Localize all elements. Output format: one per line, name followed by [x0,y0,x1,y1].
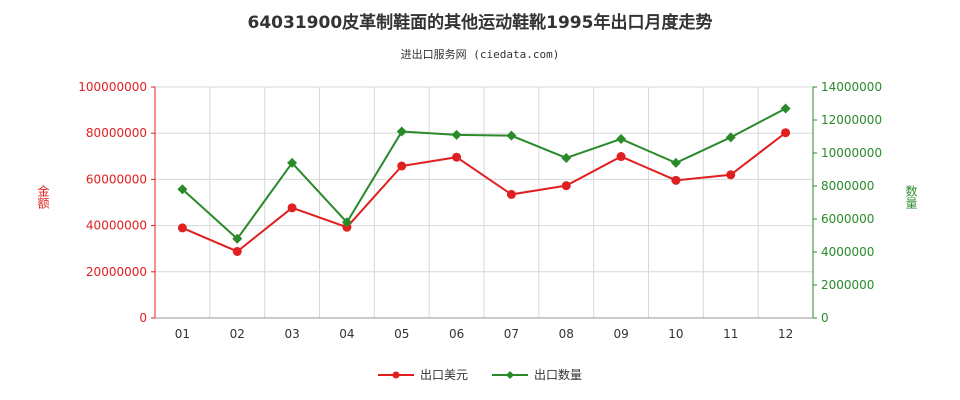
x-tick-label: 01 [175,327,190,341]
series-point-usd [726,170,736,180]
x-tick-label: 06 [449,327,464,341]
right-axis-label: 数量 [904,185,918,209]
series-point-qty [725,132,736,143]
legend-swatch-usd [377,371,414,378]
series-point-qty [287,157,298,168]
series-point-qty [451,129,462,140]
right-tick-label: 8000000 [821,179,874,193]
left-tick-label: 40000000 [86,219,147,233]
right-tick-label: 2000000 [821,278,874,292]
right-tick-label: 12000000 [821,113,882,127]
series-point-qty [506,130,517,141]
right-tick-label: 14000000 [821,80,882,94]
x-tick-label: 08 [559,327,574,341]
series-point-qty [561,152,572,163]
left-axis-label: 金额 [36,185,50,209]
left-tick-label: 80000000 [86,126,147,140]
x-tick-label: 02 [230,327,245,341]
left-tick-label: 0 [139,311,147,325]
series-point-qty [232,233,243,244]
legend-item-usd: 出口美元 [377,366,468,383]
legend-swatch-qty [492,370,528,379]
series-point-usd [232,246,242,256]
left-tick-label: 60000000 [86,172,147,186]
right-tick-label: 6000000 [821,212,874,226]
chart-subtitle: 进出口服务网 (ciedata.com) [400,48,560,61]
series-point-qty [396,126,407,137]
series-point-usd [671,175,681,185]
series-point-qty [616,133,627,144]
x-tick-label: 12 [778,327,793,341]
series-point-usd [616,152,626,162]
series-point-qty [341,217,352,228]
right-tick-label: 4000000 [821,245,874,259]
right-tick-label: 10000000 [821,146,882,160]
chart-title: 64031900皮革制鞋面的其他运动鞋靴1995年出口月度走势 [247,13,713,33]
x-tick-label: 03 [284,327,299,341]
x-tick-label: 04 [339,327,354,341]
series-point-usd [452,152,462,162]
series-point-qty [780,103,791,114]
series-line-1 [181,107,787,241]
series-point-qty [177,184,188,195]
x-tick-label: 11 [723,327,738,341]
legend: 出口美元 出口数量 [0,366,960,383]
x-tick-label: 09 [613,327,628,341]
series-point-qty [670,157,681,168]
series-point-usd [781,128,791,138]
x-tick-label: 07 [504,327,519,341]
left-tick-label: 20000000 [86,265,147,279]
series-point-usd [561,181,571,191]
series-line-0 [182,131,787,253]
series-point-usd [506,189,516,199]
right-tick-label: 0 [821,311,829,325]
series-point-usd [287,203,297,213]
series-point-usd [397,161,407,171]
series-point-usd [177,223,187,233]
x-tick-label: 10 [668,327,683,341]
legend-label-usd: 出口美元 [419,368,468,382]
x-tick-label: 05 [394,327,409,341]
legend-label-qty: 出口数量 [534,368,583,382]
legend-item-qty: 出口数量 [492,366,582,383]
left-tick-label: 100000000 [78,80,147,94]
